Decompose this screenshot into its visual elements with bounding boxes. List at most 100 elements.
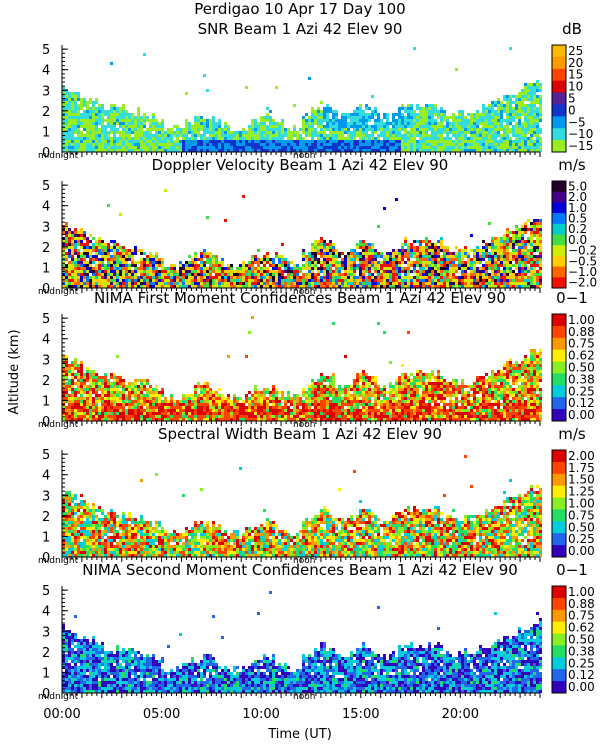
colorbar-swatch bbox=[552, 234, 566, 246]
colorbar-label: 0.88 bbox=[568, 597, 595, 611]
colorbar-unit: m/s bbox=[558, 425, 586, 443]
y-tick-label: 5 bbox=[42, 584, 50, 599]
y-tick-label: 4 bbox=[42, 64, 50, 79]
y-tick-label: 2 bbox=[42, 241, 50, 256]
colorbar-unit: 0−1 bbox=[556, 289, 588, 307]
colorbar-swatch bbox=[552, 669, 566, 682]
colorbar-swatch bbox=[552, 485, 566, 499]
colorbar-swatch bbox=[552, 385, 566, 398]
colorbar-swatch bbox=[552, 245, 566, 257]
colorbar-label: 25 bbox=[568, 44, 583, 58]
y-tick-label: 0 bbox=[42, 146, 50, 161]
y-tick-label: 2 bbox=[42, 374, 50, 389]
colorbar-label: 0.50 bbox=[568, 361, 595, 375]
x-tick-label: 00:00 bbox=[43, 707, 80, 722]
noon-label: noon bbox=[293, 556, 315, 566]
midnight-label: midnight bbox=[38, 692, 79, 702]
x-tick-label: 05:00 bbox=[143, 707, 180, 722]
colorbar-label: 1.25 bbox=[568, 485, 595, 499]
colorbar-label: 20 bbox=[568, 56, 583, 70]
colorbar-label: 0.75 bbox=[568, 609, 595, 623]
colorbar-label: 0.5 bbox=[568, 211, 587, 225]
y-tick-label: 4 bbox=[42, 605, 50, 620]
colorbar-swatch bbox=[552, 92, 566, 105]
colorbar-label: 0 bbox=[568, 103, 576, 117]
y-axis-label: Altitude (km) bbox=[7, 329, 22, 414]
heatmap-cells bbox=[62, 591, 542, 693]
colorbar-swatch bbox=[552, 597, 566, 611]
y-tick-label: 0 bbox=[42, 687, 50, 702]
colorbar-swatch bbox=[552, 337, 566, 351]
panel-title: Spectral Width Beam 1 Azi 42 Elev 90 bbox=[158, 425, 442, 443]
colorbar-label: 0.75 bbox=[568, 337, 595, 351]
colorbar-label: −0.5 bbox=[568, 254, 597, 268]
colorbar-label: 1.00 bbox=[568, 585, 595, 599]
colorbar-label: 0.12 bbox=[568, 396, 595, 410]
colorbar-label: −1.0 bbox=[568, 265, 597, 279]
y-tick-label: 1 bbox=[42, 125, 50, 140]
colorbar-swatch bbox=[552, 545, 566, 558]
colorbar-frame bbox=[551, 313, 567, 422]
heatmap-cells bbox=[62, 47, 542, 152]
colorbar-label: 0.50 bbox=[568, 633, 595, 647]
colorbar-swatch bbox=[552, 657, 566, 670]
panel-title: Doppler Velocity Beam 1 Azi 42 Elev 90 bbox=[152, 156, 449, 174]
y-tick-label: 3 bbox=[42, 220, 50, 235]
noon-label: noon bbox=[293, 287, 315, 297]
colorbar-label: 2.0 bbox=[568, 190, 587, 204]
colorbar-frame bbox=[551, 180, 567, 289]
colorbar-swatch bbox=[552, 397, 566, 410]
y-tick-label: 3 bbox=[42, 489, 50, 504]
colorbar-label: 0.38 bbox=[568, 644, 595, 658]
y-tick-label: 5 bbox=[42, 179, 50, 194]
heatmap-cells bbox=[62, 455, 542, 557]
colorbar-swatch bbox=[552, 509, 566, 522]
x-tick-label: 15:00 bbox=[342, 707, 379, 722]
colorbar-label: 0.12 bbox=[568, 668, 595, 682]
midnight-label: midnight bbox=[38, 287, 79, 297]
colorbar-swatch bbox=[552, 349, 566, 363]
colorbar-label: 0.00 bbox=[568, 408, 595, 422]
colorbar-swatch bbox=[552, 633, 566, 646]
panel-title: NIMA Second Moment Confidences Beam 1 Az… bbox=[82, 561, 518, 579]
colorbar-swatch bbox=[552, 609, 566, 623]
colorbar-label: 0.38 bbox=[568, 372, 595, 386]
colorbar-swatch bbox=[552, 409, 566, 422]
y-tick-label: 3 bbox=[42, 353, 50, 368]
colorbar-swatch bbox=[552, 533, 566, 546]
colorbar-label: 0.00 bbox=[568, 544, 595, 558]
colorbar-swatch bbox=[552, 104, 566, 117]
y-tick-label: 1 bbox=[42, 261, 50, 276]
y-tick-label: 2 bbox=[42, 105, 50, 120]
midnight-label: midnight bbox=[38, 151, 79, 161]
y-tick-label: 4 bbox=[42, 333, 50, 348]
colorbar-label: 5 bbox=[568, 92, 576, 106]
colorbar-label: 0.25 bbox=[568, 656, 595, 670]
noon-label: noon bbox=[293, 151, 315, 161]
y-tick-label: 1 bbox=[42, 530, 50, 545]
colorbar-label: 1.00 bbox=[568, 313, 595, 327]
y-tick-label: 0 bbox=[42, 415, 50, 430]
y-tick-label: 5 bbox=[42, 43, 50, 58]
colorbar-swatch bbox=[552, 191, 566, 203]
colorbar-frame bbox=[551, 44, 567, 153]
colorbar-swatch bbox=[552, 361, 566, 374]
colorbar-swatch bbox=[552, 45, 566, 58]
colorbar-swatch bbox=[552, 461, 566, 475]
midnight-label: midnight bbox=[38, 556, 79, 566]
colorbar-label: 0.62 bbox=[568, 621, 595, 635]
colorbar-swatch bbox=[552, 255, 566, 268]
header-title: Perdigao 10 Apr 17 Day 100 bbox=[194, 0, 406, 18]
colorbar-swatch bbox=[552, 521, 566, 534]
y-tick-label: 0 bbox=[42, 282, 50, 297]
panel-title: NIMA First Moment Confidences Beam 1 Azi… bbox=[94, 289, 506, 307]
colorbar-label: 5.0 bbox=[568, 179, 587, 193]
colorbar-swatch bbox=[552, 140, 566, 153]
colorbar-label: 0.2 bbox=[568, 222, 587, 236]
colorbar-swatch bbox=[552, 314, 566, 327]
colorbar-unit: dB bbox=[562, 20, 582, 38]
panel-title: SNR Beam 1 Azi 42 Elev 90 bbox=[198, 20, 403, 38]
colorbar-label: −5 bbox=[568, 115, 586, 129]
colorbar-swatch bbox=[552, 181, 566, 193]
colorbar-label: 1.00 bbox=[568, 497, 595, 511]
